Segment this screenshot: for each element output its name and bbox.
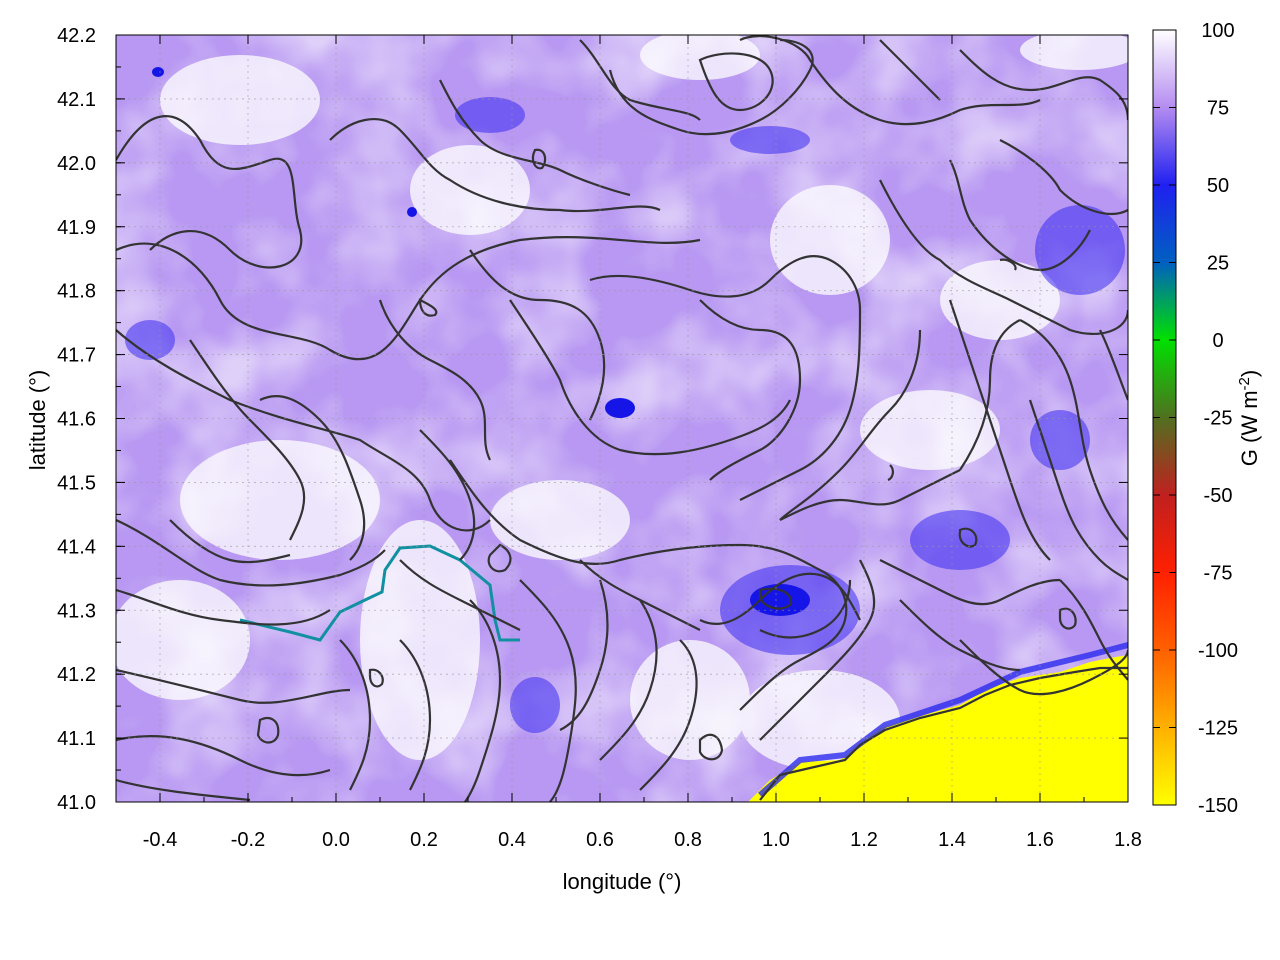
x-axis-title: longitude (°) bbox=[563, 869, 682, 894]
y-tick-label: 41.4 bbox=[57, 536, 96, 558]
colorbar-tick-label: -125 bbox=[1198, 718, 1238, 740]
y-tick-label: 42.0 bbox=[57, 153, 96, 175]
coast-contour bbox=[759, 666, 1128, 801]
y-tick-label: 42.2 bbox=[57, 25, 96, 47]
x-ticks: -0.4 -0.2 0.0 0.2 0.4 0.6 0.8 1.0 1.2 1.4 1.6 1.8 bbox=[115, 35, 1142, 851]
x-tick-label: -0.2 bbox=[231, 829, 265, 851]
contour-lines bbox=[116, 35, 1128, 802]
sea-edge-blue bbox=[758, 642, 1128, 798]
y-tick-label: 42.1 bbox=[57, 89, 96, 111]
y-tick-label: 41.6 bbox=[57, 409, 96, 431]
y-tick-label: 41.5 bbox=[57, 472, 96, 494]
y-tick-label: 41.9 bbox=[57, 217, 96, 239]
sea-region bbox=[748, 655, 1128, 802]
y-axis-title: latitude (°) bbox=[25, 370, 50, 471]
x-tick-label: 1.0 bbox=[762, 829, 790, 851]
x-tick-label: 0.8 bbox=[674, 829, 702, 851]
x-tick-label: 0.0 bbox=[322, 829, 350, 851]
colorbar-tick-label: -25 bbox=[1204, 408, 1233, 430]
deep-spots bbox=[152, 67, 810, 616]
dark-patches bbox=[125, 97, 1125, 733]
x-tick-label: -0.4 bbox=[143, 829, 177, 851]
x-tick-label: 1.6 bbox=[1026, 829, 1054, 851]
colorbar-tick-label: 100 bbox=[1201, 20, 1234, 42]
colorbar-tick-label: -75 bbox=[1204, 563, 1233, 585]
x-tick-label: 1.2 bbox=[850, 829, 878, 851]
x-tick-label: 0.6 bbox=[586, 829, 614, 851]
y-tick-label: 41.7 bbox=[57, 345, 96, 367]
x-tick-label: 1.4 bbox=[938, 829, 966, 851]
colorbar-label: G (W m-2) bbox=[1236, 370, 1262, 466]
colorbar-tick-label: 0 bbox=[1212, 330, 1223, 352]
colorbar-tick-label: -150 bbox=[1198, 795, 1238, 817]
y-tick-label: 41.0 bbox=[57, 792, 96, 814]
x-tick-label: 1.8 bbox=[1114, 829, 1142, 851]
grid bbox=[116, 35, 1128, 802]
x-tick-label: 0.2 bbox=[410, 829, 438, 851]
colorbar-tick-label: 50 bbox=[1207, 175, 1229, 197]
map-field bbox=[116, 35, 1128, 802]
y-tick-label: 41.1 bbox=[57, 728, 96, 750]
y-tick-label: 41.3 bbox=[57, 600, 96, 622]
y-tick-label: 41.8 bbox=[57, 281, 96, 303]
colorbar-ticks: 100 75 50 25 0 -25 -50 -75 -100 -125 -150 bbox=[1153, 20, 1238, 817]
colorbar: 100 75 50 25 0 -25 -50 -75 -100 -125 -150 G (W m-2… bbox=[1152, 20, 1262, 817]
colorbar-tick-label: -100 bbox=[1198, 640, 1238, 662]
x-tick-label: 0.4 bbox=[498, 829, 526, 851]
y-tick-label: 41.2 bbox=[57, 664, 96, 686]
colorbar-tick-label: 25 bbox=[1207, 253, 1229, 275]
colorbar-tick-label: 75 bbox=[1207, 98, 1229, 120]
river-line bbox=[239, 544, 520, 642]
colorbar-tick-label: -50 bbox=[1204, 485, 1233, 507]
y-ticks: 41.0 41.1 41.2 41.3 41.4 41.5 41.6 41.7 41.8 41.9… bbox=[57, 25, 1128, 814]
